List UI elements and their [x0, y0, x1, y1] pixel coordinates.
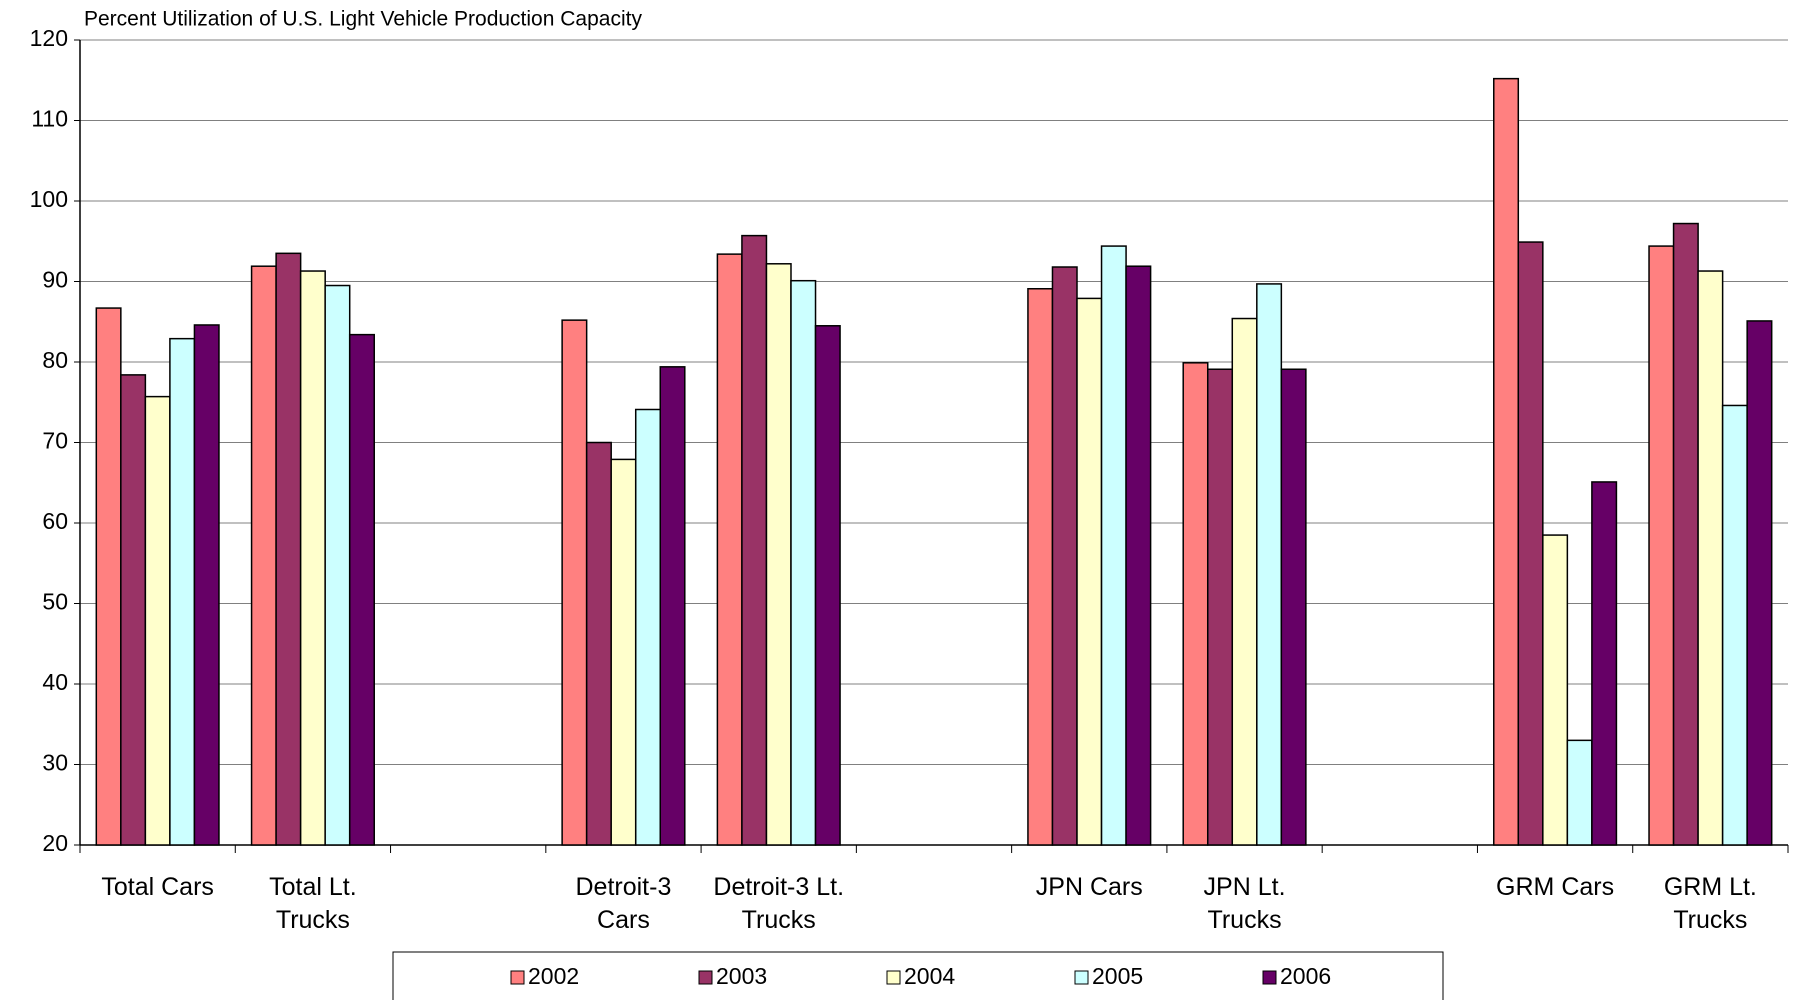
- bar: [1591, 481, 1618, 846]
- y-tick-label: 20: [42, 830, 68, 856]
- y-tick-label: 110: [31, 106, 68, 132]
- bar: [299, 270, 326, 846]
- bar: [120, 374, 147, 846]
- bar: [250, 265, 277, 846]
- legend-swatch: [698, 970, 713, 985]
- y-tick-label: 60: [42, 508, 68, 534]
- bar: [1051, 266, 1078, 846]
- bar: [1100, 245, 1127, 846]
- bar: [169, 337, 196, 846]
- bar: [1256, 283, 1283, 846]
- bar: [1231, 317, 1258, 846]
- bar: [610, 458, 637, 846]
- bar: [1746, 320, 1773, 846]
- bar: [1517, 241, 1544, 846]
- x-tick-label: Detroit-3 Cars: [575, 873, 672, 934]
- y-tick-label: 80: [42, 347, 68, 373]
- bar: [1672, 222, 1699, 846]
- bar: [659, 366, 686, 846]
- bar: [741, 234, 768, 846]
- bar: [1125, 265, 1152, 846]
- bar: [324, 284, 351, 846]
- legend-label: 2003: [716, 963, 767, 989]
- bar: [814, 325, 841, 846]
- bar: [1697, 270, 1724, 846]
- bar: [1566, 739, 1593, 846]
- bar: [1076, 297, 1103, 846]
- bar: [348, 333, 375, 846]
- x-tick-label: Total Lt. Trucks: [269, 873, 357, 934]
- y-tick-label: 40: [42, 669, 68, 695]
- legend-label: 2005: [1092, 963, 1143, 989]
- y-tick-label: 30: [42, 750, 68, 776]
- legend-swatch: [1262, 970, 1277, 985]
- y-tick-label: 50: [42, 589, 68, 615]
- bar: [1493, 77, 1520, 846]
- bar: [716, 253, 743, 846]
- x-tick-label: Total Cars: [101, 873, 214, 901]
- x-tick-label: JPN Lt. Trucks: [1203, 873, 1286, 934]
- x-tick-label: JPN Cars: [1035, 873, 1143, 901]
- bar: [1206, 368, 1234, 846]
- bar: [1182, 362, 1209, 846]
- y-tick-label: 70: [42, 428, 68, 454]
- y-tick-label: 120: [30, 25, 68, 51]
- bar: [1027, 287, 1054, 846]
- legend-label: 2006: [1280, 963, 1331, 989]
- bar: [275, 252, 302, 846]
- x-tick-label: GRM Lt. Trucks: [1663, 873, 1757, 934]
- bar: [1648, 245, 1675, 846]
- bar: [95, 307, 122, 846]
- legend-label: 2002: [528, 963, 579, 989]
- legend-swatch: [510, 970, 525, 985]
- bar: [561, 319, 588, 846]
- bar: [585, 441, 612, 846]
- y-tick-label: 100: [30, 186, 68, 212]
- x-tick-label: GRM Cars: [1496, 873, 1615, 901]
- bar: [634, 408, 662, 846]
- bar: [193, 324, 220, 846]
- legend-label: 2004: [904, 963, 955, 989]
- bar: [1542, 534, 1569, 846]
- x-tick-label: Detroit-3 Lt. Trucks: [713, 873, 845, 934]
- bar: [790, 279, 817, 846]
- bar: [1721, 404, 1748, 846]
- y-tick-label: 90: [42, 267, 68, 293]
- bar: [144, 395, 171, 846]
- legend-swatch: [1074, 970, 1089, 985]
- bar: [765, 263, 792, 846]
- legend-swatch: [886, 970, 901, 985]
- bar: [1280, 368, 1307, 846]
- chart-title: Percent Utilization of U.S. Light Vehicl…: [84, 8, 642, 31]
